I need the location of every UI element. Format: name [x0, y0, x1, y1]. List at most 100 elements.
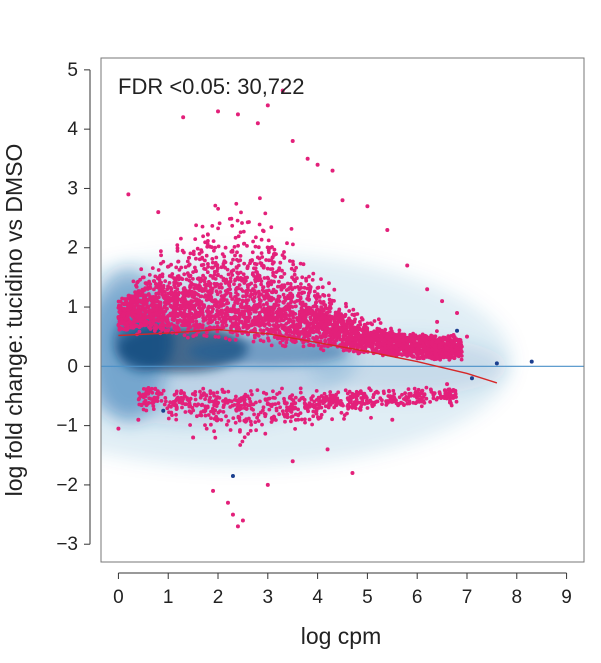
- sig-point: [287, 313, 292, 318]
- sig-point: [273, 304, 278, 308]
- sig-point: [351, 349, 356, 354]
- sig-point: [237, 418, 242, 423]
- sig-point: [255, 388, 260, 392]
- sig-point: [201, 319, 206, 323]
- sig-point: [188, 285, 192, 290]
- y-tick-label: 2: [67, 238, 78, 259]
- sig-point: [186, 335, 190, 340]
- sig-point: [269, 279, 274, 283]
- sig-point: [346, 406, 350, 411]
- sig-point: [215, 329, 220, 334]
- sig-point: [211, 406, 215, 411]
- x-tick-label: 4: [312, 587, 323, 608]
- sig-point: [258, 302, 262, 306]
- sig-point: [235, 218, 240, 223]
- sig-point: [246, 298, 251, 302]
- sig-point: [456, 343, 461, 347]
- sig-point: [274, 310, 278, 315]
- sig-point: [225, 500, 230, 505]
- sig-point: [116, 315, 121, 319]
- sig-point: [171, 295, 176, 300]
- sig-point: [437, 336, 442, 341]
- sig-point: [271, 389, 275, 394]
- sig-point: [350, 342, 355, 347]
- sig-point: [233, 338, 238, 342]
- sig-point: [253, 291, 257, 295]
- sig-point: [135, 280, 140, 285]
- sig-point: [241, 294, 245, 299]
- sig-point: [220, 285, 224, 290]
- sig-point: [238, 254, 243, 258]
- sig-point: [304, 278, 309, 283]
- sig-point: [265, 482, 270, 487]
- sig-point: [290, 397, 294, 401]
- sig-point: [150, 299, 155, 304]
- sig-point: [163, 318, 168, 322]
- sig-point: [282, 307, 287, 312]
- sig-point: [310, 310, 314, 315]
- sig-point: [426, 347, 431, 352]
- sig-point: [367, 386, 372, 391]
- sig-point: [204, 426, 209, 431]
- sig-point: [376, 317, 381, 322]
- sig-point: [394, 398, 398, 403]
- sig-point: [361, 392, 366, 396]
- sig-point: [188, 423, 193, 427]
- sig-point: [269, 225, 274, 230]
- sig-point: [153, 274, 158, 279]
- sig-point: [169, 262, 174, 267]
- sig-point: [437, 339, 441, 344]
- sig-point: [174, 412, 178, 417]
- sig-point: [127, 293, 131, 298]
- sig-point: [328, 320, 332, 325]
- sig-point: [153, 307, 158, 312]
- sig-point: [247, 396, 252, 401]
- sig-point: [272, 260, 276, 265]
- sig-point: [144, 408, 149, 413]
- sig-point: [293, 406, 298, 411]
- sig-point: [254, 235, 258, 240]
- sig-point: [149, 323, 154, 327]
- sig-point: [176, 290, 181, 295]
- sig-point: [264, 289, 269, 293]
- sig-point: [181, 294, 186, 299]
- sig-point: [272, 335, 277, 339]
- sig-point: [289, 410, 294, 414]
- sig-point: [170, 305, 174, 310]
- sig-point: [250, 250, 255, 255]
- sig-point: [251, 318, 256, 323]
- sig-point: [320, 315, 325, 320]
- sig-point: [187, 401, 192, 406]
- sig-point: [186, 315, 191, 320]
- sig-point: [156, 389, 160, 393]
- sig-point: [343, 337, 347, 342]
- x-axis: 0 1 2 3 4 5 6 7 8 9: [113, 572, 572, 608]
- sig-point: [312, 313, 316, 318]
- sig-point: [300, 307, 304, 311]
- sig-point: [365, 204, 370, 209]
- sig-point: [258, 314, 262, 319]
- sig-point: [235, 333, 240, 338]
- sig-point: [293, 395, 298, 400]
- sig-point: [328, 390, 333, 394]
- sig-point: [179, 306, 184, 310]
- sig-point: [199, 393, 204, 398]
- sig-point: [275, 324, 280, 329]
- sig-point: [234, 286, 239, 291]
- sig-point: [412, 386, 417, 391]
- sig-point: [194, 269, 199, 274]
- sig-point: [150, 308, 154, 313]
- sig-point: [290, 405, 294, 409]
- sig-point: [202, 304, 206, 309]
- sig-point: [366, 332, 371, 337]
- sig-point: [236, 263, 241, 268]
- sig-point: [139, 402, 144, 407]
- sig-point: [134, 323, 139, 328]
- sig-point: [289, 324, 294, 329]
- sig-point: [370, 400, 375, 405]
- sig-point: [230, 269, 234, 273]
- sig-point: [271, 395, 276, 400]
- sig-point: [253, 279, 258, 284]
- sig-point: [442, 354, 446, 359]
- sig-point: [206, 262, 210, 266]
